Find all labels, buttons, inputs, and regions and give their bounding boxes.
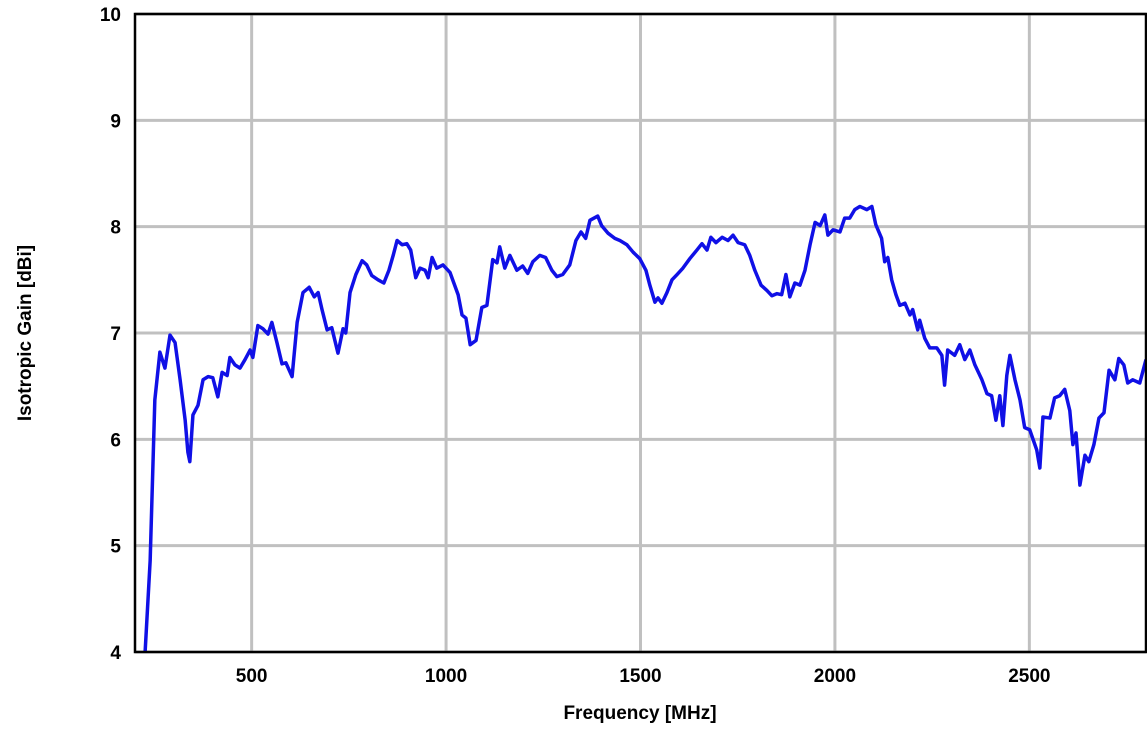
x-axis-title: Frequency [MHz]: [563, 703, 716, 724]
x-tick-label: 2000: [814, 666, 856, 687]
data-line: [143, 204, 1147, 653]
plot-frame: [133, 12, 1147, 654]
y-tick-label: 4: [110, 643, 121, 664]
x-tick-label: 1000: [425, 666, 467, 687]
y-tick-label: 9: [110, 111, 121, 132]
y-axis-title: Isotropic Gain [dBi]: [15, 245, 36, 421]
x-tick-label: 1500: [619, 666, 661, 687]
y-tick-label: 7: [110, 324, 121, 345]
y-tick-label: 6: [110, 430, 121, 451]
x-tick-label: 2500: [1008, 666, 1050, 687]
x-tick-label: 500: [236, 666, 268, 687]
y-tick-label: 8: [110, 218, 121, 239]
y-tick-label: 10: [100, 5, 121, 26]
y-tick-label: 5: [110, 537, 121, 558]
